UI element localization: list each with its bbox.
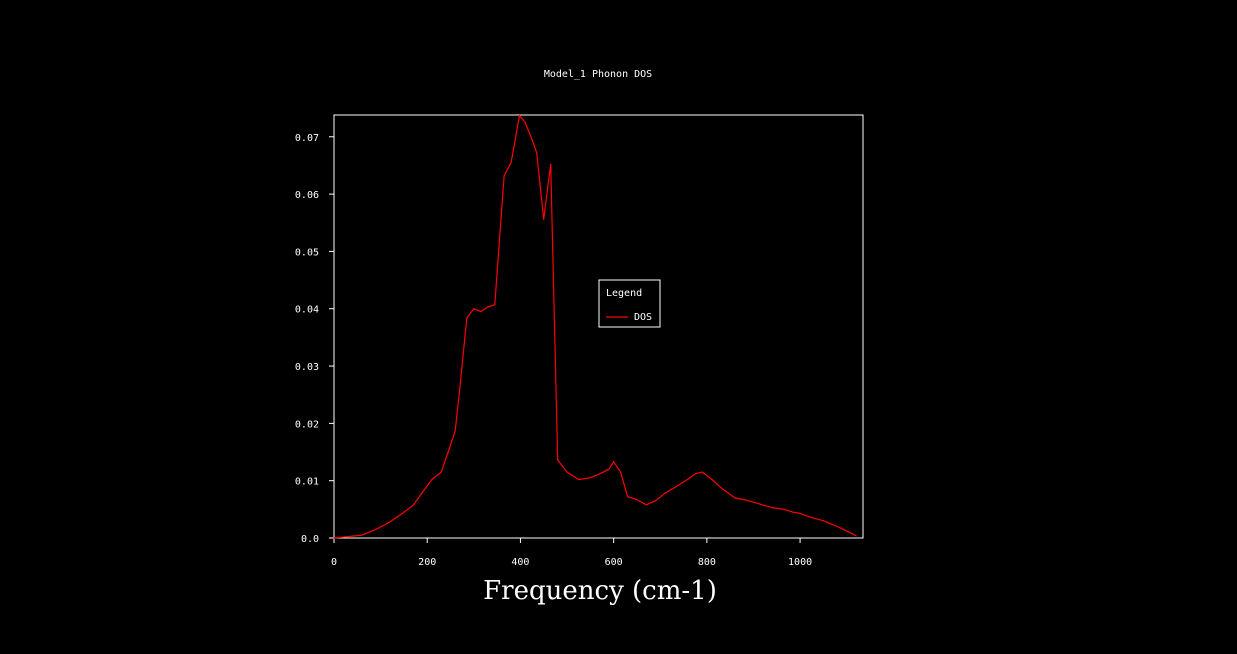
dos-data-point	[510, 161, 512, 164]
y-tick-label: 0.01	[295, 477, 319, 488]
dos-series-line	[333, 114, 857, 539]
dos-data-point	[846, 530, 848, 532]
dos-data-point	[389, 521, 391, 523]
dos-data-point	[557, 459, 559, 461]
x-axis-ticks: 0 200 400 600 800 1000	[331, 538, 812, 568]
dos-data-point	[487, 306, 489, 308]
dos-data-point	[645, 504, 647, 506]
x-tick-label: 400	[511, 557, 529, 568]
dos-data-point	[447, 451, 449, 453]
dos-data-point	[361, 534, 363, 536]
x-tick-label: 0	[331, 557, 337, 568]
dos-data-point	[636, 498, 638, 501]
dos-data-point	[627, 496, 629, 498]
dos-data-point	[720, 486, 722, 489]
dos-data-point	[664, 492, 666, 494]
dos-data-point	[431, 478, 433, 481]
dos-data-point	[822, 520, 824, 522]
dos-data-point	[694, 473, 696, 475]
dos-data-point	[792, 511, 794, 513]
y-tick-label: 0.06	[295, 190, 319, 201]
dos-data-point	[836, 525, 838, 528]
dos-data-point	[459, 387, 461, 390]
y-tick-label: 0.04	[295, 305, 319, 316]
legend-box	[598, 279, 661, 328]
dos-data-point	[578, 478, 580, 481]
legend-entry-dos: DOS	[634, 312, 652, 323]
dos-data-point	[743, 498, 745, 501]
x-tick-label: 600	[605, 557, 623, 568]
y-tick-label: 0.02	[295, 419, 319, 430]
dos-data-point	[601, 472, 603, 474]
x-tick-label: 200	[418, 557, 436, 568]
dos-data-point	[333, 537, 335, 539]
dos-data-point	[757, 503, 759, 505]
dos-data-point	[808, 516, 811, 518]
legend-title: Legend	[606, 288, 642, 299]
dos-data-point	[654, 500, 657, 502]
x-tick-label: 1000	[788, 557, 812, 568]
dos-data-point	[375, 528, 377, 531]
dos-data-point	[440, 471, 442, 473]
dos-data-point	[412, 504, 414, 506]
dos-data-point	[783, 508, 785, 510]
dos-data-point	[566, 471, 568, 473]
dos-data-point	[403, 511, 405, 513]
y-tick-label: 0.07	[295, 133, 319, 144]
dos-data-point	[480, 310, 482, 313]
dos-data-point	[734, 497, 736, 499]
dos-data-point	[799, 512, 801, 514]
dos-data-point	[608, 468, 610, 470]
dos-data-point	[494, 304, 496, 306]
y-axis-ticks: 0.0 0.01 0.02 0.03 0.04 0.05 0.06 0.07	[295, 133, 334, 545]
dos-data-point	[536, 152, 538, 154]
x-axis-label: Frequency (cm-1)	[483, 576, 717, 606]
dos-data-point	[675, 485, 678, 488]
dos-data-point	[620, 471, 622, 473]
dos-data-point	[589, 477, 591, 479]
dos-data-point	[701, 471, 703, 473]
dos-data-point	[771, 507, 773, 509]
dos-data-point	[454, 430, 456, 432]
dos-data-point	[473, 308, 475, 310]
dos-series-points	[333, 114, 857, 539]
legend: Legend DOS	[598, 279, 661, 328]
dos-data-point	[524, 121, 526, 124]
dos-data-point	[531, 139, 533, 141]
dos-data-point	[543, 218, 545, 220]
chart-title: Model_1 Phonon DOS	[544, 69, 652, 80]
dos-data-point	[687, 478, 689, 480]
dos-data-point	[613, 461, 615, 463]
dos-data-point	[855, 535, 857, 537]
dos-data-point	[518, 114, 521, 117]
dos-data-point	[421, 491, 424, 493]
dos-data-point	[466, 317, 468, 319]
y-tick-label: 0.03	[295, 362, 319, 373]
dos-data-point	[710, 478, 713, 480]
y-tick-label: 0.05	[295, 247, 319, 258]
dos-data-point	[550, 163, 552, 165]
dos-data-point	[503, 175, 505, 177]
y-tick-label: 0.0	[301, 534, 319, 545]
plot-frame	[333, 114, 864, 539]
x-tick-label: 800	[698, 557, 716, 568]
